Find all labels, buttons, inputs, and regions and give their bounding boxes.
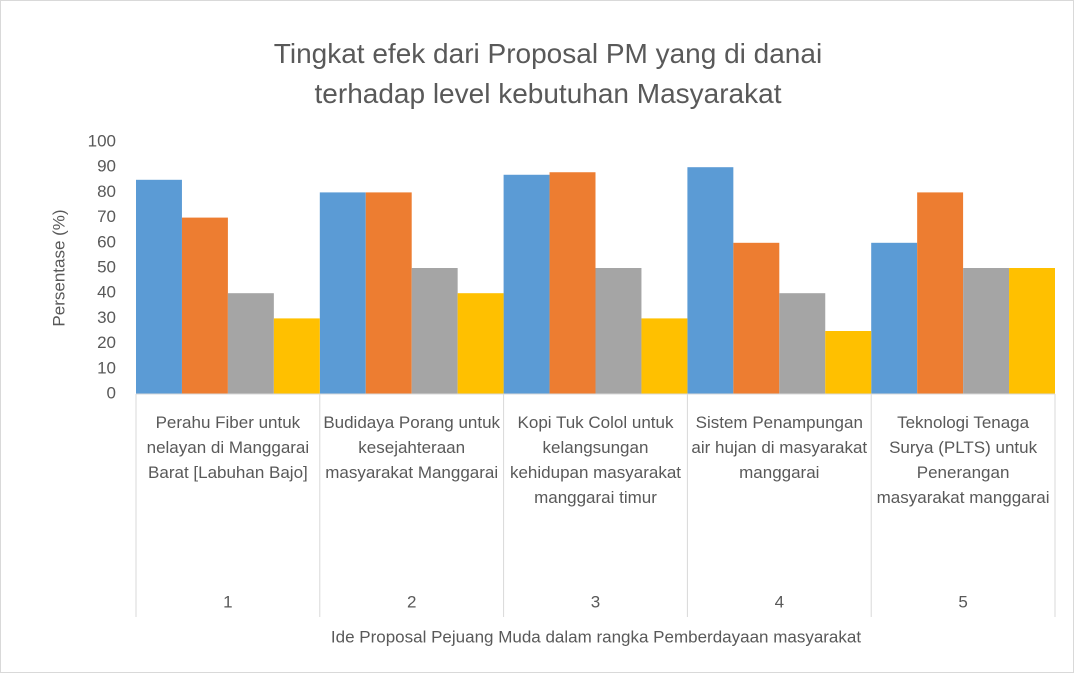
- bar: [136, 179, 182, 394]
- x-tick-label: Kopi Tuk Colol untuk kelangsungan kehidu…: [509, 413, 682, 507]
- bar: [365, 192, 412, 394]
- x-group-label: 5: [958, 592, 967, 611]
- x-tick-label: Teknologi Tenaga Surya (PLTS) untuk Pene…: [876, 413, 1050, 507]
- bar: [549, 172, 596, 394]
- y-tick-label: 70: [97, 207, 116, 226]
- bar: [963, 268, 1010, 394]
- bar: [227, 293, 274, 394]
- y-tick-label: 20: [97, 333, 116, 352]
- bar: [641, 318, 688, 394]
- y-tick-label: 0: [107, 383, 116, 402]
- y-axis-title: Persentase (%): [49, 209, 68, 326]
- bar: [457, 293, 504, 394]
- y-tick-label: 60: [97, 232, 116, 251]
- y-tick-label: 80: [97, 182, 116, 201]
- bar: [273, 318, 320, 394]
- bar: [871, 242, 918, 394]
- bar: [825, 331, 872, 394]
- bar: [917, 192, 964, 394]
- x-tick-label: Perahu Fiber untuk nelayan di Manggarai …: [146, 413, 310, 482]
- x-tick-label: Sistem Penampungan air hujan di masyarak…: [691, 413, 868, 482]
- x-axis-title: Ide Proposal Pejuang Muda dalam rangka P…: [331, 627, 861, 646]
- y-tick-label: 50: [97, 257, 116, 276]
- y-tick-label: 10: [97, 358, 116, 377]
- y-tick-label: 100: [88, 131, 116, 150]
- bar: [687, 167, 734, 394]
- bar: [181, 217, 228, 394]
- bar: [319, 192, 366, 394]
- chart-title-line: Tingkat efek dari Proposal PM yang di da…: [274, 38, 822, 69]
- bar: [595, 268, 642, 394]
- x-tick-label: Budidaya Porang untuk kesejahteraan masy…: [323, 413, 501, 482]
- y-tick-label: 40: [97, 283, 116, 302]
- x-group-label: 2: [407, 592, 416, 611]
- x-group-label: 1: [223, 592, 232, 611]
- bar: [503, 174, 550, 394]
- y-tick-label: 90: [97, 157, 116, 176]
- bar: [1009, 268, 1055, 394]
- chart-title-line: terhadap level kebutuhan Masyarakat: [315, 78, 782, 109]
- x-group-label: 3: [591, 592, 600, 611]
- bar: [411, 268, 458, 394]
- x-group-label: 4: [775, 592, 784, 611]
- y-tick-label: 30: [97, 308, 116, 327]
- bar: [733, 242, 780, 394]
- chart-title: Tingkat efek dari Proposal PM yang di da…: [274, 38, 822, 109]
- bar: [779, 293, 826, 394]
